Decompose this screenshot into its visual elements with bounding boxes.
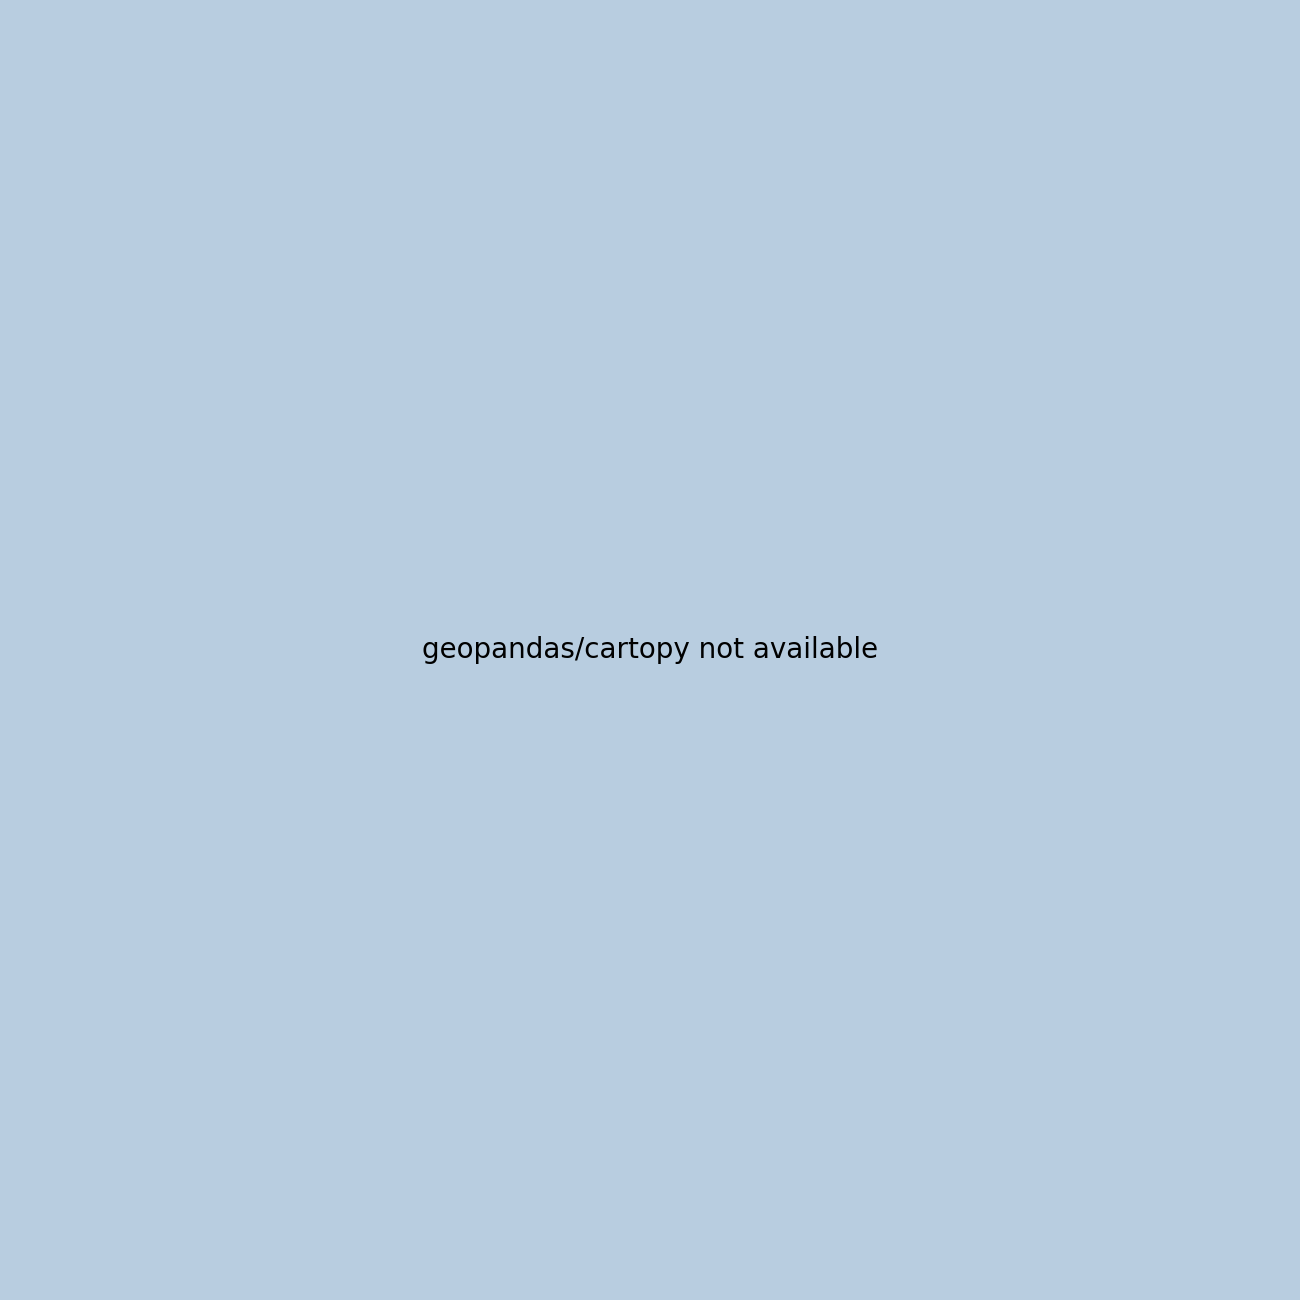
- Text: geopandas/cartopy not available: geopandas/cartopy not available: [422, 636, 878, 664]
